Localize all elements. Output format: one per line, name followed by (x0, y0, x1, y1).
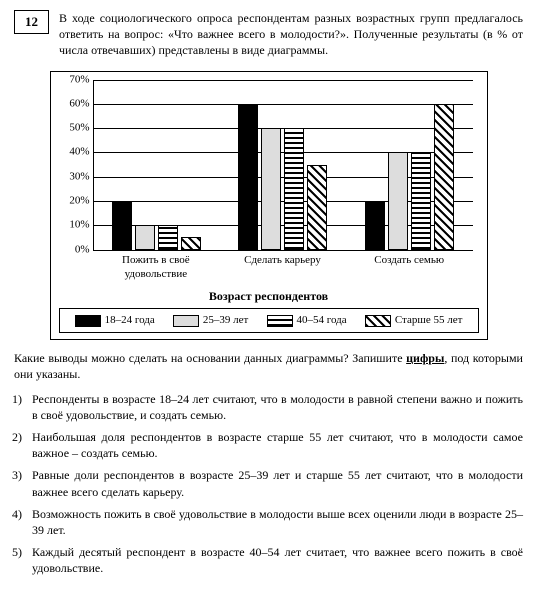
legend-label: 18–24 года (105, 313, 155, 328)
y-tick-label: 70% (60, 72, 90, 87)
question-header: 12 В ходе социологического опроса респон… (14, 10, 523, 59)
y-tick-label: 0% (60, 242, 90, 257)
chart-container: 0%10%20%30%40%50%60%70% Пожить в своё уд… (50, 71, 488, 341)
bar-group (220, 80, 346, 250)
y-tick-label: 30% (60, 169, 90, 184)
legend-swatch (173, 315, 199, 327)
bar-group (346, 80, 472, 250)
x-label: Сделать карьеру (219, 253, 346, 283)
bar (365, 201, 385, 250)
answer-option: Возможность пожить в своё удовольствие в… (28, 504, 523, 542)
bar (284, 128, 304, 249)
bar-groups (94, 80, 473, 250)
chart-plot: 0%10%20%30%40%50%60%70% (93, 80, 473, 251)
bar (307, 165, 327, 250)
bar (388, 152, 408, 249)
y-tick-label: 20% (60, 194, 90, 209)
legend-label: 40–54 года (297, 313, 347, 328)
legend-label: Старше 55 лет (395, 313, 463, 328)
bar (434, 104, 454, 250)
bar-group (94, 80, 220, 250)
bar (261, 128, 281, 249)
chart-legend: 18–24 года 25–39 лет 40–54 года Старше 55 л… (59, 308, 479, 333)
legend-item: 18–24 года (75, 313, 155, 328)
bar (238, 104, 258, 250)
answer-option: Каждый десятый респондент в возрасте 40–… (28, 542, 523, 580)
x-label: Пожить в своё удовольствие (93, 253, 220, 283)
legend-title: Возраст респондентов (59, 288, 479, 304)
answer-option: Респонденты в возрасте 18–24 лет считают… (28, 389, 523, 427)
chart-x-labels: Пожить в своё удовольствиеСделать карьер… (93, 253, 473, 283)
legend-label: 25–39 лет (203, 313, 248, 328)
prompt-underline: цифры (406, 351, 444, 365)
bar (112, 201, 132, 250)
bar (411, 152, 431, 249)
legend-swatch (75, 315, 101, 327)
legend-item: Старше 55 лет (365, 313, 463, 328)
answer-option: Наибольшая доля респондентов в возрасте … (28, 427, 523, 465)
prompt: Какие выводы можно сделать на основании … (14, 350, 523, 382)
question-number: 12 (14, 10, 49, 34)
bar (135, 225, 155, 249)
x-label: Создать семью (346, 253, 473, 283)
bar (181, 237, 201, 249)
y-tick-label: 60% (60, 96, 90, 111)
answer-option: Равные доли респондентов в возрасте 25–3… (28, 465, 523, 503)
y-tick-label: 50% (60, 121, 90, 136)
legend-swatch (267, 315, 293, 327)
bar (158, 225, 178, 249)
legend-swatch (365, 315, 391, 327)
answer-list: Респонденты в возрасте 18–24 лет считают… (28, 389, 523, 581)
y-tick-label: 40% (60, 145, 90, 160)
prompt-pre: Какие выводы можно сделать на основании … (14, 351, 406, 365)
intro-text: В ходе социологического опроса респонден… (59, 10, 523, 59)
legend-item: 40–54 года (267, 313, 347, 328)
y-tick-label: 10% (60, 218, 90, 233)
legend-item: 25–39 лет (173, 313, 248, 328)
